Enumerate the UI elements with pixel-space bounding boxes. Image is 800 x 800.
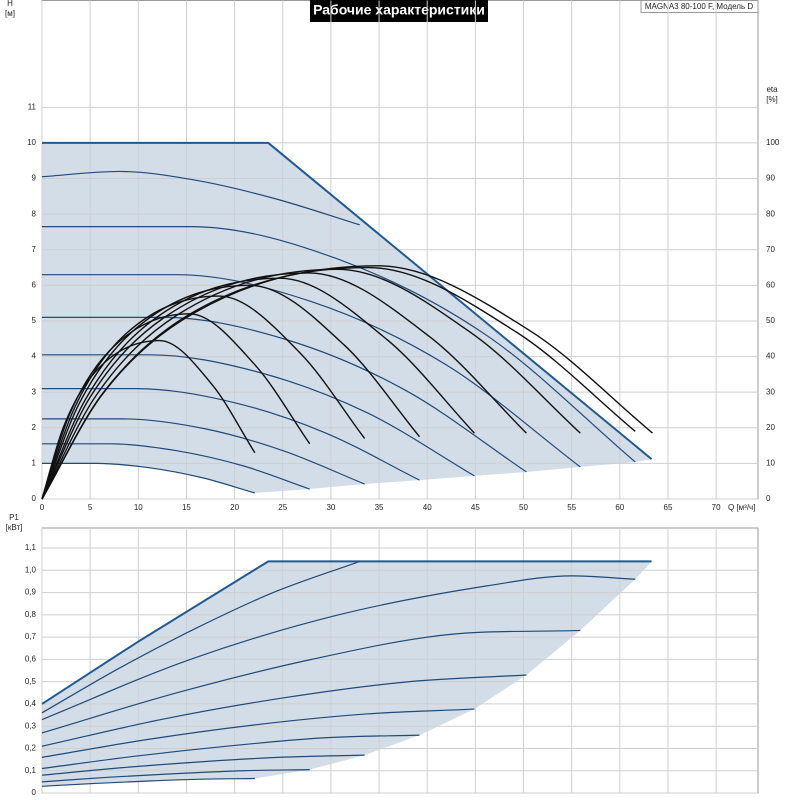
y2-tick-label: 60: [766, 280, 775, 289]
y-tick-label: 1: [32, 459, 37, 468]
title-box: [310, 0, 488, 22]
efficiency-curve: [41, 339, 256, 500]
performance-curve: [41, 560, 360, 714]
performance-curve: [41, 734, 420, 770]
areas: [42, 142, 652, 787]
efficiency-curve: [41, 277, 475, 500]
y-axis-unit: [кВт]: [6, 523, 23, 532]
performance-curve: [42, 388, 420, 481]
x-tick-label: 40: [423, 503, 432, 512]
envelope-curve: [41, 560, 652, 705]
y-tick-label: 4: [32, 352, 37, 361]
performance-curve: [41, 170, 360, 226]
y-axis-label: H: [7, 0, 13, 8]
performance-curve: [41, 777, 255, 787]
envelope-curve: [42, 141, 653, 460]
x-tick-label: 60: [615, 503, 624, 512]
x-tick-label: 45: [471, 503, 480, 512]
x-tick-label: 0: [40, 503, 45, 512]
x-tick-label: 65: [664, 503, 673, 512]
y-tick-label: 1,0: [25, 565, 37, 574]
y-tick-label: 0,4: [25, 699, 37, 708]
y-axis-label: P1: [9, 513, 19, 522]
performance-curve: [42, 354, 475, 477]
y-axis-unit: [м]: [5, 9, 15, 18]
performance-curve: [41, 575, 636, 721]
y2-tick-label: 0: [766, 494, 771, 503]
y2-tick-label: 40: [766, 352, 775, 361]
y2-axis-label: eta: [766, 85, 778, 94]
performance-curve: [42, 462, 255, 494]
y-tick-label: 0,5: [25, 677, 37, 686]
performance-curve: [41, 629, 581, 734]
model-label: MAGNA3 80-100 F, Модель D: [645, 2, 754, 11]
y-tick-label: 5: [32, 316, 37, 325]
y-tick-label: 0,3: [25, 721, 37, 730]
y-tick-label: 8: [32, 209, 37, 218]
y-tick-label: 7: [32, 245, 37, 254]
performance-curve: [41, 769, 310, 783]
efficiency-curve: [41, 268, 581, 500]
y-tick-label: 1,1: [25, 543, 37, 552]
y-tick-label: 6: [32, 280, 37, 289]
performance-curve: [41, 708, 475, 758]
y-tick-label: 0,7: [25, 632, 37, 641]
operating-area: [42, 561, 652, 787]
y2-tick-label: 10: [766, 459, 775, 468]
performance-curve: [41, 418, 365, 485]
x-tick-label: 20: [230, 503, 239, 512]
y-tick-label: 11: [28, 102, 37, 111]
y2-tick-label: 30: [766, 387, 775, 396]
y-tick-label: 0: [32, 494, 37, 503]
y-tick-label: 0,6: [25, 654, 37, 663]
x-tick-label: 35: [375, 503, 384, 512]
y-tick-label: 0,1: [25, 766, 37, 775]
grid: [41, 0, 758, 794]
y2-tick-label: 90: [766, 174, 775, 183]
efficiency-curve: [41, 272, 527, 500]
y-tick-label: 3: [32, 387, 37, 396]
model-box: [640, 0, 759, 13]
x-tick-label: 55: [567, 503, 576, 512]
x-tick-label: 25: [278, 503, 287, 512]
x-axis-label: Q [м³/ч]: [728, 503, 755, 512]
y2-tick-label: 50: [766, 316, 775, 325]
y2-tick-label: 70: [766, 245, 775, 254]
efficiency-curve: [41, 265, 653, 500]
curves: [41, 141, 653, 787]
chart-title: Рабочие характеристики: [313, 2, 485, 18]
performance-curve: [41, 274, 581, 468]
performance-curve: [42, 316, 527, 473]
y-tick-label: 0,2: [25, 744, 37, 753]
x-tick-label: 70: [712, 503, 721, 512]
performance-curve: [41, 674, 527, 747]
performance-curve: [41, 226, 636, 463]
performance-curve: [41, 443, 310, 490]
x-tick-label: 10: [134, 503, 143, 512]
y2-axis-unit: [%]: [766, 95, 778, 104]
y-tick-label: 10: [27, 138, 36, 147]
tick-labels: 0 5 10 15 20 25 30 35 40 45 50 55 60 65 70012345678910…: [25, 102, 780, 797]
y2-tick-label: 80: [766, 209, 775, 218]
x-tick-label: 30: [326, 503, 335, 512]
y-tick-label: 2: [32, 423, 37, 432]
y2-tick-label: 100: [766, 138, 780, 147]
y2-tick-label: 20: [766, 423, 775, 432]
y-tick-label: 0: [32, 788, 37, 797]
performance-curve: [41, 754, 365, 776]
y-tick-label: 9: [32, 174, 37, 183]
x-tick-label: 5: [88, 503, 93, 512]
efficiency-curve: [41, 295, 366, 500]
y-tick-label: 0,8: [25, 610, 37, 619]
x-tick-label: 50: [519, 503, 528, 512]
y-tick-label: 0,9: [25, 588, 37, 597]
x-tick-label: 15: [182, 503, 191, 512]
efficiency-curve: [41, 284, 421, 500]
